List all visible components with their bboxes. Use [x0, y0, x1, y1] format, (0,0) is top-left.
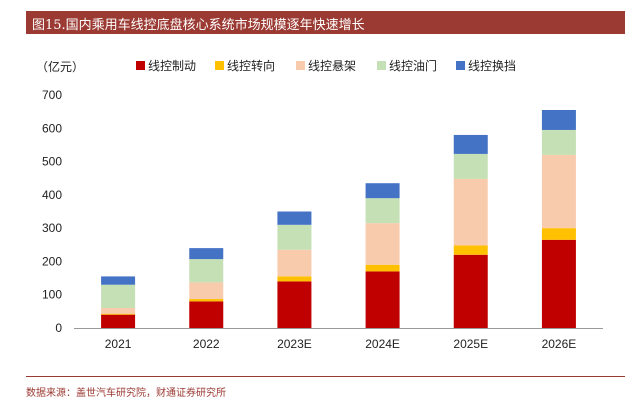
bar-segment-4 [189, 259, 224, 283]
bar-segment-3 [277, 249, 312, 277]
y-tick-label: 600 [42, 121, 62, 135]
legend-swatch [377, 61, 386, 70]
y-tick-label: 700 [42, 88, 62, 102]
y-tick-label: 200 [42, 254, 62, 268]
y-tick-label: 400 [42, 188, 62, 202]
bar-stack-2024E [365, 183, 400, 328]
y-axis: 0 100 200 300 400 500 600 700 [42, 88, 62, 335]
bar-segment-1 [189, 301, 224, 328]
bar-segment-2 [453, 245, 488, 255]
bar-segment-1 [101, 314, 136, 328]
legend-swatch [456, 61, 465, 70]
bar-segment-3 [453, 178, 488, 246]
bar-stack-2023E [277, 211, 312, 328]
bar-segment-1 [365, 271, 400, 328]
source-note: 数据来源：盖世汽车研究院，财通证券研究所 [26, 388, 226, 399]
legend-label: 线控制动 [148, 59, 196, 73]
bar-segment-2 [365, 264, 400, 272]
bar-stack-2026E [541, 109, 576, 328]
x-tick-label: 2025E [453, 337, 488, 351]
legend-swatch [296, 61, 305, 70]
bar-segment-1 [541, 239, 576, 328]
bar-segment-2 [277, 276, 312, 282]
bar-segment-4 [365, 198, 400, 224]
bar-segment-3 [541, 154, 576, 229]
chart-title: 图15.国内乘用车线控底盘核心系统市场规模逐年快速增长 [32, 18, 365, 33]
source-divider [26, 376, 625, 377]
legend-label: 线控换挡 [468, 59, 516, 73]
legend: 线控制动 线控转向 线控悬架 线控油门 线控换挡 [136, 58, 516, 73]
legend-swatch [136, 61, 145, 70]
bar-segment-1 [277, 281, 312, 328]
bar-segment-4 [101, 284, 136, 309]
bar-segment-1 [453, 254, 488, 328]
y-tick-label: 500 [42, 155, 62, 169]
bar-segment-2 [101, 313, 136, 315]
bar-segment-2 [189, 299, 224, 302]
bars [101, 109, 576, 328]
y-tick-label: 0 [55, 321, 62, 335]
bar-segment-5 [365, 183, 400, 199]
legend-swatch [215, 61, 224, 70]
title-bar: 图15.国内乘用车线控底盘核心系统市场规模逐年快速增长 [26, 11, 625, 34]
bar-segment-4 [453, 153, 488, 179]
bar-stack-2021 [101, 276, 136, 328]
bar-segment-2 [541, 228, 576, 240]
x-axis: 2021 2022 2023E 2024E 2025E 2026E [74, 328, 603, 351]
bar-segment-4 [277, 224, 312, 250]
legend-label: 线控转向 [227, 58, 275, 73]
x-tick-label: 2024E [365, 337, 400, 351]
legend-label: 线控油门 [389, 58, 437, 73]
bar-segment-5 [101, 276, 136, 285]
x-tick-label: 2022 [193, 337, 220, 351]
legend-label: 线控悬架 [308, 59, 356, 73]
bar-stack-2022 [189, 248, 224, 328]
bar-segment-5 [453, 134, 488, 154]
y-axis-label: （亿元） [36, 59, 84, 74]
bar-segment-5 [189, 248, 224, 260]
bar-segment-3 [189, 282, 224, 300]
x-tick-label: 2026E [542, 337, 577, 351]
y-tick-label: 100 [42, 288, 62, 302]
x-tick-label: 2023E [277, 337, 312, 351]
bar-stack-2025E [453, 134, 488, 328]
bar-segment-4 [541, 129, 576, 155]
y-tick-label: 300 [42, 221, 62, 235]
bar-segment-5 [277, 211, 312, 225]
bar-segment-3 [101, 308, 136, 314]
x-tick-label: 2021 [105, 337, 132, 351]
bar-segment-5 [541, 109, 576, 130]
bar-segment-3 [365, 223, 400, 265]
